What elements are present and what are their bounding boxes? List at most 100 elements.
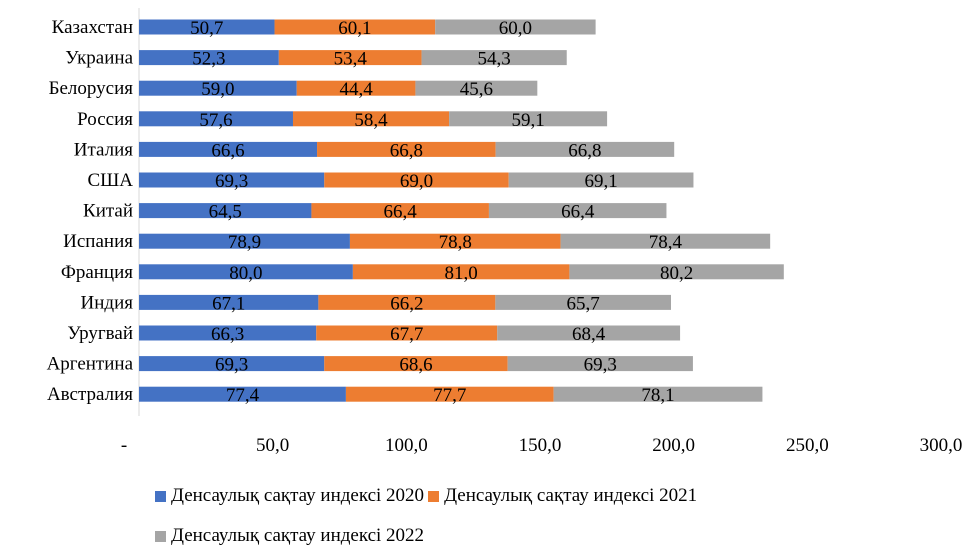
bar-row-2-series-1 (296, 80, 416, 96)
bar-row-6-series-1 (311, 203, 489, 219)
data-label-row-10-series-0: 66,3 (211, 324, 244, 345)
data-label-row-2-series-1: 44,4 (339, 79, 373, 100)
bar-row-3-series-0 (139, 111, 293, 127)
bar-row-11-series-1 (324, 356, 508, 372)
bar-row-9-series-1 (318, 294, 496, 310)
bar-row-12-series-1 (345, 386, 554, 402)
category-label-7: Испания (63, 231, 133, 252)
data-label-row-4-series-1: 66,8 (390, 140, 423, 161)
bar-row-5-series-0 (139, 172, 325, 188)
legend-swatch-2022 (155, 530, 166, 542)
data-label-row-1-series-0: 52,3 (192, 49, 225, 70)
data-label-row-8-series-0: 80,0 (229, 263, 262, 284)
legend-label-2020: Денсаулық сақтау индексі 2020 (171, 485, 425, 506)
data-label-row-11-series-0: 69,3 (215, 355, 248, 376)
x-tick-label-5: 250,0 (786, 435, 829, 456)
legend-row-1: Денсаулық сақтау индексі 2020 Денсаулық … (155, 476, 701, 516)
data-label-row-4-series-0: 66,6 (211, 140, 244, 161)
legend-swatch-2021 (428, 490, 440, 502)
data-label-row-7-series-2: 78,4 (649, 232, 683, 253)
bar-row-4-series-1 (317, 141, 496, 157)
data-label-row-12-series-1: 77,7 (433, 385, 466, 406)
bar-row-8-series-0 (139, 264, 353, 280)
bar-row-4-series-0 (139, 141, 318, 157)
data-label-row-6-series-1: 66,4 (384, 202, 418, 223)
bar-row-12-series-0 (139, 386, 346, 402)
category-label-9: Индия (81, 292, 134, 313)
category-label-0: Казахстан (52, 17, 133, 38)
category-label-8: Франция (61, 262, 133, 283)
data-label-row-3-series-2: 59,1 (511, 110, 544, 131)
data-label-row-6-series-0: 64,5 (209, 202, 242, 223)
bar-row-0-series-0 (139, 19, 275, 35)
bar-row-10-series-0 (139, 325, 317, 341)
data-label-row-5-series-1: 69,0 (400, 171, 433, 192)
data-label-row-9-series-1: 66,2 (390, 293, 423, 314)
category-label-11: Аргентина (47, 354, 134, 375)
data-label-row-11-series-1: 68,6 (399, 355, 432, 376)
bar-row-11-series-0 (139, 356, 325, 372)
data-label-row-11-series-2: 69,3 (584, 355, 617, 376)
x-tick-label-1: 50,0 (256, 435, 289, 456)
category-label-10: Уругвай (67, 323, 133, 344)
chart-legend: Денсаулық сақтау индексі 2020 Денсаулық … (155, 476, 701, 556)
bar-row-5-series-1 (324, 172, 509, 188)
category-label-3: Россия (77, 109, 133, 130)
x-tick-label-2: 100,0 (385, 435, 428, 456)
bar-row-3-series-2 (449, 111, 608, 127)
legend-item-2020: Денсаулық сақтау индексі 2020 (155, 485, 424, 507)
data-label-row-7-series-0: 78,9 (228, 232, 261, 253)
data-label-row-5-series-0: 69,3 (215, 171, 248, 192)
bar-row-7-series-0 (139, 233, 350, 249)
category-label-4: Италия (74, 139, 134, 160)
data-label-row-4-series-2: 66,8 (568, 140, 601, 161)
data-label-row-0-series-0: 50,7 (190, 18, 223, 39)
bar-row-10-series-1 (316, 325, 498, 341)
data-label-row-2-series-0: 59,0 (201, 79, 234, 100)
bar-row-8-series-1 (352, 264, 570, 280)
data-label-row-8-series-1: 81,0 (445, 263, 478, 284)
bar-row-9-series-0 (139, 294, 319, 310)
category-label-2: Белорусия (49, 78, 134, 99)
category-label-12: Австралия (47, 384, 133, 405)
bar-row-6-series-2 (488, 203, 667, 219)
data-label-row-10-series-2: 68,4 (572, 324, 606, 345)
category-label-1: Украина (65, 48, 133, 69)
data-label-row-2-series-2: 45,6 (460, 79, 493, 100)
data-label-row-1-series-1: 53,4 (334, 49, 368, 70)
bar-row-2-series-2 (415, 80, 538, 96)
data-label-row-12-series-0: 77,4 (226, 385, 260, 406)
data-label-row-9-series-2: 65,7 (567, 293, 600, 314)
data-label-row-12-series-2: 78,1 (641, 385, 674, 406)
data-label-row-8-series-2: 80,2 (660, 263, 693, 284)
bar-row-1-series-0 (139, 50, 279, 66)
bar-row-6-series-0 (139, 203, 312, 219)
bar-row-7-series-2 (560, 233, 771, 249)
data-label-row-0-series-1: 60,1 (338, 18, 371, 39)
bar-row-5-series-2 (508, 172, 694, 188)
bar-row-4-series-2 (495, 141, 675, 157)
data-label-row-1-series-2: 54,3 (478, 49, 511, 70)
bar-row-11-series-2 (507, 356, 693, 372)
bar-row-3-series-1 (292, 111, 450, 127)
bar-row-10-series-2 (497, 325, 681, 341)
bar-row-2-series-0 (139, 80, 297, 96)
data-label-row-9-series-0: 67,1 (212, 293, 245, 314)
data-label-row-3-series-1: 58,4 (354, 110, 388, 131)
bar-row-7-series-1 (349, 233, 561, 249)
data-label-row-7-series-1: 78,8 (439, 232, 472, 253)
category-label-6: Китай (83, 201, 133, 222)
bar-row-8-series-2 (569, 264, 784, 280)
legend-swatch-2020 (155, 490, 166, 502)
legend-label-2022: Денсаулық сақтау индексі 2022 (171, 525, 425, 546)
x-tick-label-4: 200,0 (652, 435, 695, 456)
chart-canvas: Казахстан 50,7 60,1 60,0 Украина 52,3 53,4 54,3… (47, 8, 962, 456)
category-label-5: США (87, 170, 133, 191)
bar-row-0-series-2 (435, 19, 596, 35)
x-tick-label-3: 150,0 (519, 435, 562, 456)
legend-label-2021: Денсаулық сақтау индексі 2021 (444, 485, 698, 506)
bar-row-12-series-2 (553, 386, 763, 402)
legend-item-2022: Денсаулық сақтау индексі 2022 (155, 525, 424, 547)
data-label-row-5-series-2: 69,1 (584, 171, 617, 192)
